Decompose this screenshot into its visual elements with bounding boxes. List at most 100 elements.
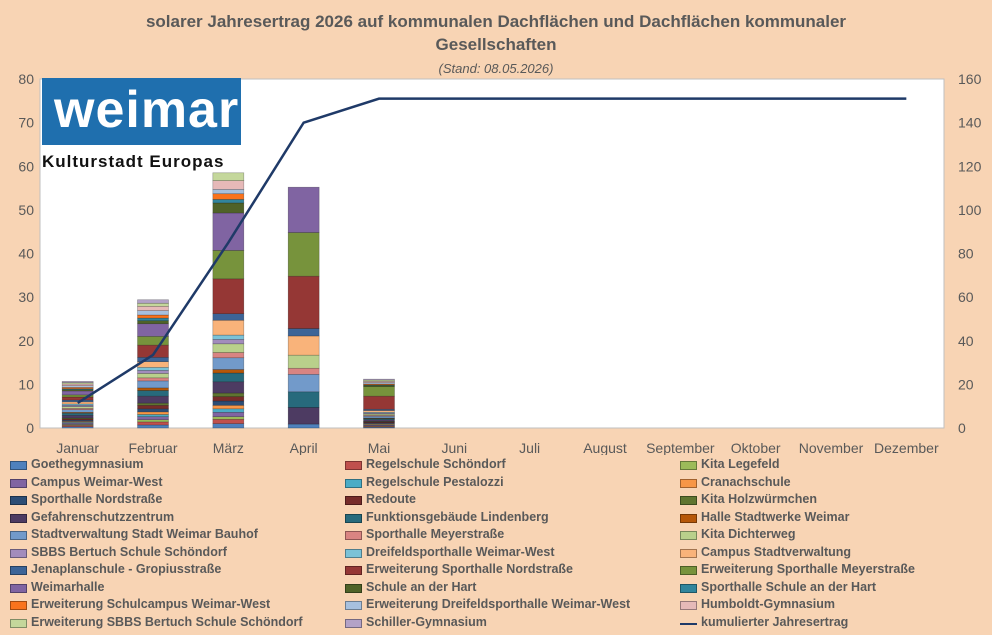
bar-segment <box>137 405 169 410</box>
x-tick-label: Oktober <box>731 440 781 455</box>
legend-label: Gefahrenschutzzentrum <box>31 509 175 524</box>
bar-segment <box>61 412 94 416</box>
bar-segment <box>287 374 320 393</box>
bar-segment <box>212 193 245 200</box>
chart-svg: 0 10 20 30 40 50 60 70 80 0 20 40 60 80 100 120 140 160 Ja… <box>18 71 982 455</box>
legend-swatch <box>680 583 697 593</box>
bar-segment <box>212 172 245 181</box>
bar-segment <box>137 323 169 337</box>
chart-subtitle: (Stand: 08.05.2026) <box>438 61 554 76</box>
bar-segment <box>137 336 169 346</box>
bar-segment <box>287 186 320 233</box>
legend-swatch <box>345 513 362 523</box>
chart-title: solarer Jahresertrag 2026 auf kommunalen… <box>0 10 992 56</box>
legend-swatch <box>10 548 27 558</box>
bar-segment <box>212 369 245 374</box>
x-tick-label: August <box>583 440 627 455</box>
bar-segment <box>212 343 245 353</box>
bar-segment <box>212 408 245 413</box>
x-tick-label: Januar <box>56 440 99 455</box>
bar-segment <box>61 390 94 396</box>
bar-segment <box>212 339 245 345</box>
bar-segment <box>137 314 169 319</box>
legend-label: Halle Stadtwerke Weimar <box>701 509 850 524</box>
bar-segment <box>287 367 320 375</box>
bar-segment <box>287 407 320 425</box>
bar-segment <box>212 199 245 204</box>
bar-segment <box>287 328 320 337</box>
bar-segment <box>212 381 245 394</box>
legend-label: Regelschule Schöndorf <box>366 457 506 471</box>
bar-segment <box>137 380 169 389</box>
bar-segment <box>137 416 169 421</box>
legend-swatch <box>10 496 27 505</box>
y-right-tick-label: 20 <box>958 376 974 392</box>
bar-segment <box>61 381 94 383</box>
legend-swatch <box>680 548 697 558</box>
bar-segment <box>137 310 169 316</box>
x-tick-label: November <box>799 440 864 455</box>
x-tick-label: Juni <box>441 440 467 455</box>
bar-segment <box>212 319 245 336</box>
y-left-tick-label: 80 <box>18 71 34 87</box>
legend-line-swatch <box>680 622 697 625</box>
legend-label: Humboldt-Gymnasium <box>701 597 836 611</box>
legend-label: Funktionsgebäude Lindenberg <box>366 509 549 524</box>
bar-segment <box>61 409 94 413</box>
y-left-tick-label: 20 <box>18 333 34 349</box>
bar-segment <box>137 317 169 321</box>
legend-label: Erweiterung Dreifeldsporthalle Weimar-We… <box>366 597 631 611</box>
legend-swatch <box>10 531 27 540</box>
bar-segment <box>137 367 169 371</box>
legend-swatch <box>680 496 697 505</box>
legend-swatch <box>345 461 362 470</box>
legend-swatch <box>680 461 697 470</box>
y-right-tick-label: 140 <box>958 115 982 131</box>
legend-swatch <box>10 513 27 523</box>
legend-swatch <box>680 478 697 488</box>
legend-label: Campus Stadtverwaltung <box>701 544 852 559</box>
y-right-tick-label: 60 <box>958 289 974 305</box>
bar-segment <box>212 189 245 195</box>
legend-label: Schule an der Hart <box>366 579 477 594</box>
bar-segment <box>212 334 245 340</box>
legend-label: kumulierter Jahresertrag <box>701 614 849 629</box>
bar-segment <box>61 422 94 425</box>
bar-segment <box>363 411 395 414</box>
legend-label: Erweiterung Schulcampus Weimar-West <box>31 597 271 611</box>
legend-label: Cranachschule <box>701 474 791 489</box>
bar-segment <box>212 405 245 410</box>
bar-segment <box>137 357 169 362</box>
y-left-tick-label: 30 <box>18 289 34 305</box>
bar-segment <box>61 415 94 419</box>
bar-segment <box>212 357 245 370</box>
y-right-tick-label: 80 <box>958 246 974 262</box>
bar-segment <box>287 354 320 369</box>
chart-title-line2: Gesellschaften <box>435 35 557 54</box>
legend-label: Stadtverwaltung Stadt Weimar Bauhof <box>31 527 258 541</box>
bar-segment <box>212 352 245 359</box>
bar-segment <box>212 423 245 429</box>
legend-label: Sporthalle Nordstraße <box>31 492 163 506</box>
legend-swatch <box>10 618 27 628</box>
bar-segment <box>137 373 169 379</box>
legend-label: Erweiterung Sporthalle Meyerstraße <box>701 562 915 576</box>
legend-label: Erweiterung Sporthalle Nordstraße <box>366 562 573 576</box>
bar-segment <box>137 421 169 426</box>
bar-segment <box>137 377 169 382</box>
bar-segment <box>137 411 169 415</box>
legend-label: Sporthalle Meyerstraße <box>366 527 505 541</box>
legend-swatch <box>680 601 697 610</box>
x-tick-label: September <box>646 440 715 455</box>
x-tick-label: Mai <box>368 440 391 455</box>
legend-swatch <box>345 618 362 628</box>
bar-segment <box>212 418 245 424</box>
legend-swatch <box>10 478 27 488</box>
legend-swatch <box>345 478 362 488</box>
legend-label: Kita Holzwürmchen <box>701 492 817 506</box>
bar-segment <box>212 278 245 315</box>
bar-segment <box>137 320 169 325</box>
bar-segment <box>137 390 169 397</box>
bar-segment <box>137 302 169 307</box>
bar-segment <box>137 414 169 417</box>
